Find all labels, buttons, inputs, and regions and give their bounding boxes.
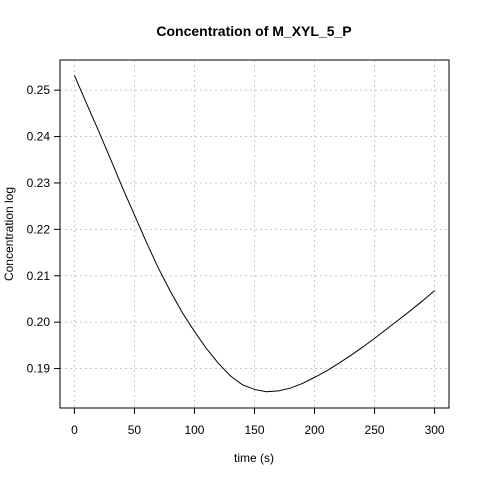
series-line <box>73 75 435 393</box>
y-tick-label: 0.19 <box>27 362 51 376</box>
y-tick-label: 0.23 <box>27 176 51 190</box>
chart-title: Concentration of M_XYL_5_P <box>156 23 351 39</box>
x-tick-label: 0 <box>71 423 78 437</box>
x-tick-label: 300 <box>425 423 445 437</box>
y-tick-label: 0.24 <box>27 130 51 144</box>
x-tick-label: 150 <box>244 423 264 437</box>
y-tick-label: 0.20 <box>27 315 51 329</box>
y-axis-label: Concentration log <box>2 187 16 281</box>
y-tick-label: 0.25 <box>27 83 51 97</box>
x-tick-label: 100 <box>184 423 204 437</box>
y-axis: 0.19 0.20 0.21 0.22 0.23 0.24 0.25 <box>27 83 61 376</box>
x-tick-label: 200 <box>305 423 325 437</box>
y-tick-label: 0.22 <box>27 222 51 236</box>
y-tick-label: 0.21 <box>27 269 51 283</box>
x-tick-label: 50 <box>128 423 142 437</box>
x-tick-label: 250 <box>365 423 385 437</box>
grid <box>60 60 449 408</box>
x-axis-label: time (s) <box>234 451 274 465</box>
x-axis: 0 50 100 150 200 250 300 <box>71 407 445 437</box>
